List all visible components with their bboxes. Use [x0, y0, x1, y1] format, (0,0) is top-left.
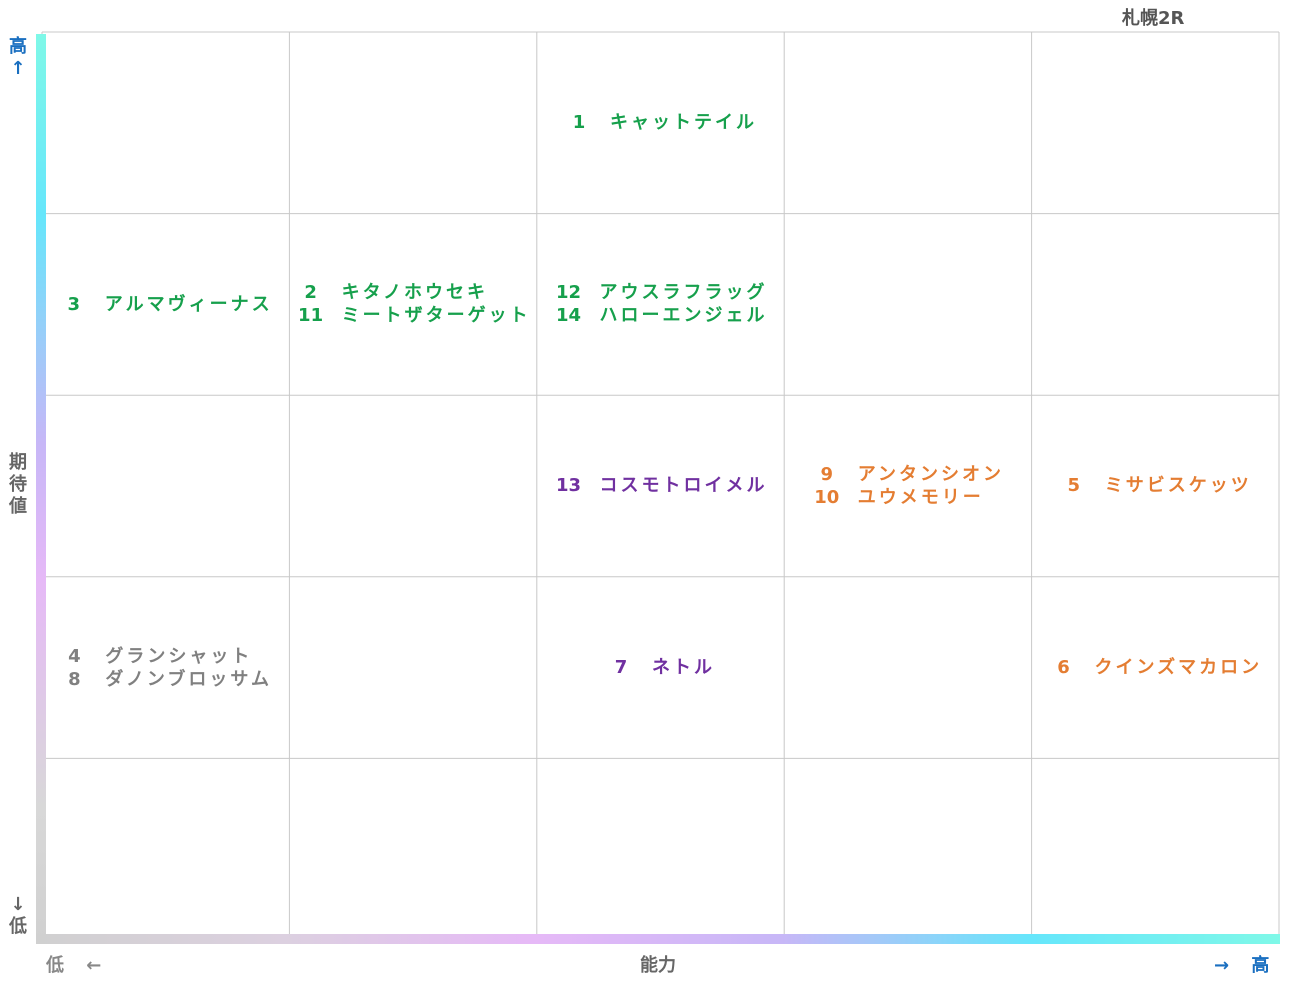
entry-list: 9 アンタンシオン 10 ユウメモリー: [812, 463, 1004, 509]
y-axis-bar: [36, 34, 46, 944]
entry-name: コスモトロイメル: [599, 475, 768, 497]
entry: 1 キャットテイル: [564, 111, 757, 134]
entry-name: グランシャット: [105, 645, 253, 667]
entry-list: 12 アウスラフラッグ 14 ハローエンジェル: [553, 281, 767, 327]
cell: 1 キャットテイル: [537, 32, 784, 214]
cell: 9 アンタンシオン 10 ユウメモリー: [784, 395, 1031, 577]
entry: 8 ダノンブロッサム: [59, 668, 272, 691]
entry-num: 1: [572, 112, 586, 134]
entry: 10 ユウメモリー: [812, 486, 1004, 509]
entry-num: 2: [304, 282, 317, 304]
x-low: 低 ←: [46, 955, 102, 976]
title: 札幌2R: [1122, 8, 1185, 29]
entry-name: ミサビスケッツ: [1104, 475, 1252, 497]
entry-name: ハローエンジェル: [599, 305, 768, 327]
entry-list: 5 ミサビスケッツ: [1059, 474, 1252, 497]
entry-name: アルマヴィーナス: [104, 293, 273, 315]
entry-name: ミートザターゲット: [341, 305, 531, 327]
entry: 11 ミートザターゲット: [296, 304, 531, 327]
entry-name: ユウメモリー: [857, 486, 984, 508]
entry: 14 ハローエンジェル: [553, 304, 767, 327]
entry: 9 アンタンシオン: [812, 463, 1004, 486]
entry: 2 キタノホウセキ: [296, 281, 531, 304]
entry-num: 7: [614, 657, 628, 679]
entry-num: 9: [820, 463, 833, 485]
entry: 4 グランシャット: [59, 645, 272, 668]
cell: 5 ミサビスケッツ: [1032, 395, 1279, 577]
entry-num: 13: [555, 475, 582, 497]
entry: 3 アルマヴィーナス: [59, 293, 273, 316]
entry-num: 10: [814, 486, 840, 508]
entry-list: 4 グランシャット 8 ダノンブロッサム: [59, 645, 272, 691]
cell: 2 キタノホウセキ 11 ミートザターゲット: [289, 214, 536, 396]
entry-num: 6: [1057, 657, 1070, 679]
entry-num: 8: [68, 668, 81, 690]
cell: 13 コスモトロイメル: [537, 395, 784, 577]
entry-name: クインズマカロン: [1094, 657, 1263, 679]
x-axis-bar: [36, 934, 1280, 944]
entry-name: アンタンシオン: [857, 463, 1005, 485]
entry-name: ダノンブロッサム: [105, 668, 272, 690]
entry-name: ネトル: [651, 657, 715, 679]
x-high: → 高: [1214, 955, 1270, 976]
cell: 6 クインズマカロン: [1032, 577, 1279, 759]
entry-name: キタノホウセキ: [341, 282, 489, 304]
entry-list: 3 アルマヴィーナス: [59, 293, 273, 316]
entry-list: 13 コスモトロイメル: [553, 474, 767, 497]
y-label: 期待値: [9, 452, 27, 517]
entry: 13 コスモトロイメル: [553, 474, 767, 497]
entry-num: 4: [68, 645, 81, 667]
entry-num: 3: [67, 293, 81, 315]
cell: 3 アルマヴィーナス: [42, 214, 289, 396]
entry-name: キャットテイル: [609, 112, 757, 134]
entry: 6 クインズマカロン: [1048, 656, 1262, 679]
entry-name: アウスラフラッグ: [599, 282, 768, 304]
entry-list: 2 キタノホウセキ 11 ミートザターゲット: [296, 281, 531, 327]
entry: 12 アウスラフラッグ: [553, 281, 767, 304]
entry: 5 ミサビスケッツ: [1059, 474, 1252, 497]
y-high: 高↑: [9, 36, 27, 79]
entry: 7 ネトル: [606, 656, 715, 679]
entry-num: 14: [555, 305, 582, 327]
entry-list: 6 クインズマカロン: [1048, 656, 1262, 679]
entry-list: 7 ネトル: [606, 656, 715, 679]
entry-num: 5: [1067, 475, 1081, 497]
entry-list: 1 キャットテイル: [564, 111, 757, 134]
entry-num: 11: [298, 305, 324, 327]
entry-num: 12: [555, 282, 582, 304]
cell: 7 ネトル: [537, 577, 784, 759]
cell: 4 グランシャット 8 ダノンブロッサム: [42, 577, 289, 759]
x-label: 能力: [640, 955, 676, 976]
cell: 12 アウスラフラッグ 14 ハローエンジェル: [537, 214, 784, 396]
y-low: ↓低: [9, 894, 27, 937]
